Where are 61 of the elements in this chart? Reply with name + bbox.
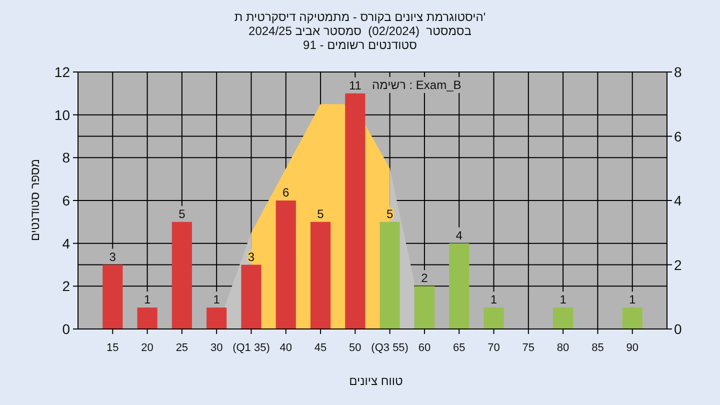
y-tick-label: 10	[54, 106, 70, 123]
annotation: רשימה : Exam_B	[372, 78, 462, 92]
x-tick-label: 45	[314, 342, 327, 354]
bar	[484, 308, 504, 329]
y2-tick-label: 4	[674, 192, 682, 208]
bar	[102, 264, 123, 329]
x-tick-label: 70	[488, 342, 500, 354]
bar	[622, 308, 642, 329]
y-tick-label: 4	[62, 235, 70, 252]
y2-tick-label: 8	[674, 64, 682, 80]
x-tick-label: 25	[176, 342, 188, 354]
bar	[310, 222, 331, 329]
data-label: 5	[178, 206, 186, 221]
data-label: 4	[456, 228, 463, 242]
x-tick-label: (Q1 35)	[232, 342, 270, 354]
y-tick-label: 12	[54, 64, 70, 80]
y-axis-title: מספר סטודנטים	[28, 158, 42, 242]
bar	[137, 308, 158, 329]
x-tick-label: 60	[418, 342, 431, 354]
data-label: 3	[109, 250, 116, 264]
y-tick-label: 0	[62, 321, 70, 337]
data-label: 6	[282, 186, 290, 200]
x-tick-label: (Q3 55)	[371, 342, 408, 354]
x-tick-label: 65	[452, 342, 466, 354]
y-tick-label: 8	[62, 150, 70, 166]
data-label: 1	[144, 292, 151, 307]
bar	[553, 308, 574, 329]
y2-tick-label: 2	[674, 256, 682, 273]
x-tick-label: 80	[556, 342, 570, 354]
x-tick-label: 75	[522, 342, 535, 354]
bar	[449, 243, 470, 329]
x-tick-label: 50	[349, 342, 362, 354]
data-label: 3	[248, 250, 255, 264]
text: סטודנטים רשומים - 91	[303, 38, 418, 52]
x-tick-label: 40	[280, 342, 292, 354]
data-label: 1	[213, 292, 220, 307]
bar	[414, 286, 435, 329]
data-label: 1	[490, 292, 498, 307]
data-label: 1	[629, 292, 636, 307]
x-tick-label: 30	[210, 342, 223, 354]
x-tick-label: 85	[592, 342, 604, 354]
data-label: 11	[348, 78, 362, 92]
data-label: 5	[317, 206, 324, 221]
x-tick-label: 90	[626, 342, 638, 354]
bar	[380, 222, 400, 329]
chart-title: היסטוגרמת ציונים בקורס - מתמטיקה דיסקרטית ת'	[234, 10, 486, 24]
y-tick-label: 6	[62, 192, 70, 208]
x-tick-label: 15	[106, 342, 119, 354]
bar	[345, 93, 366, 329]
y2-tick-label: 0	[674, 321, 682, 337]
data-label: 5	[386, 206, 394, 221]
bar	[172, 222, 192, 329]
bar	[276, 200, 296, 329]
x-tick-label: 20	[141, 342, 154, 354]
x-axis-title: טווח ציונים	[349, 374, 404, 388]
data-label: 1	[560, 292, 567, 307]
y2-tick-label: 6	[674, 128, 682, 144]
chart-subtitle: בסמסטר (02/2024) סמסטר אביב 2024/25	[248, 24, 472, 38]
bar	[206, 308, 227, 329]
y-tick-label: 2	[62, 278, 70, 294]
data-label: 2	[421, 271, 428, 286]
